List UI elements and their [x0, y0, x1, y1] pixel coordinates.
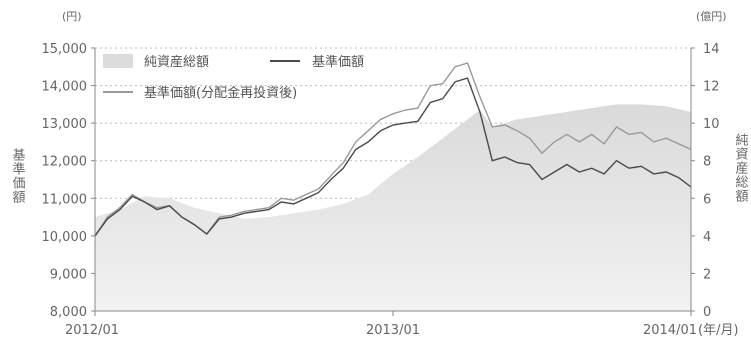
right-tick-label: 10 — [703, 117, 720, 132]
left-tick-label: 13,000 — [42, 117, 88, 132]
right-axis-title: 純資産総額 — [733, 133, 749, 203]
x-axis-unit: (年/月) — [698, 323, 739, 338]
legend-label-net-assets: 純資産総額 — [144, 54, 209, 70]
x-tick-label: 2014/01 — [643, 323, 697, 338]
right-tick-label: 2 — [703, 267, 711, 282]
series-area-net-assets — [95, 104, 691, 312]
legend-swatch-area — [103, 54, 133, 68]
legend-label-nav: 基準価額 — [312, 54, 364, 70]
left-tick-label: 12,000 — [42, 155, 88, 170]
left-tick-label: 8,000 — [50, 305, 87, 320]
right-axis-ticks: 0 2 4 6 8 10 12 14 — [691, 42, 720, 320]
legend: 純資産総額 基準価額 基準価額(分配金再投資後) — [103, 54, 364, 101]
right-tick-label: 6 — [703, 192, 711, 207]
right-tick-label: 14 — [703, 42, 720, 57]
legend-label-nav-reinvested: 基準価額(分配金再投資後) — [144, 85, 297, 101]
left-axis-ticks: 8,000 9,000 10,000 11,000 12,000 13,000 14,000… — [42, 42, 95, 320]
x-tick-label: 2012/01 — [65, 323, 119, 338]
right-axis-unit: (億円) — [696, 10, 727, 23]
left-axis-title: 基準価額 — [10, 148, 26, 204]
left-tick-label: 9,000 — [50, 267, 87, 282]
right-tick-label: 12 — [703, 80, 720, 95]
right-tick-label: 4 — [703, 230, 711, 245]
right-tick-label: 0 — [703, 305, 711, 320]
x-tick-label: 2013/01 — [366, 323, 420, 338]
left-tick-label: 15,000 — [42, 42, 88, 57]
series-line-nav — [94, 77, 692, 237]
left-axis-unit: (円) — [62, 10, 82, 23]
right-tick-label: 8 — [703, 155, 711, 170]
left-tick-label: 10,000 — [42, 230, 88, 245]
x-axis-ticks: 2012/01 2013/01 2014/01 — [65, 311, 697, 338]
left-tick-label: 14,000 — [42, 80, 88, 95]
left-tick-label: 11,000 — [42, 192, 88, 207]
